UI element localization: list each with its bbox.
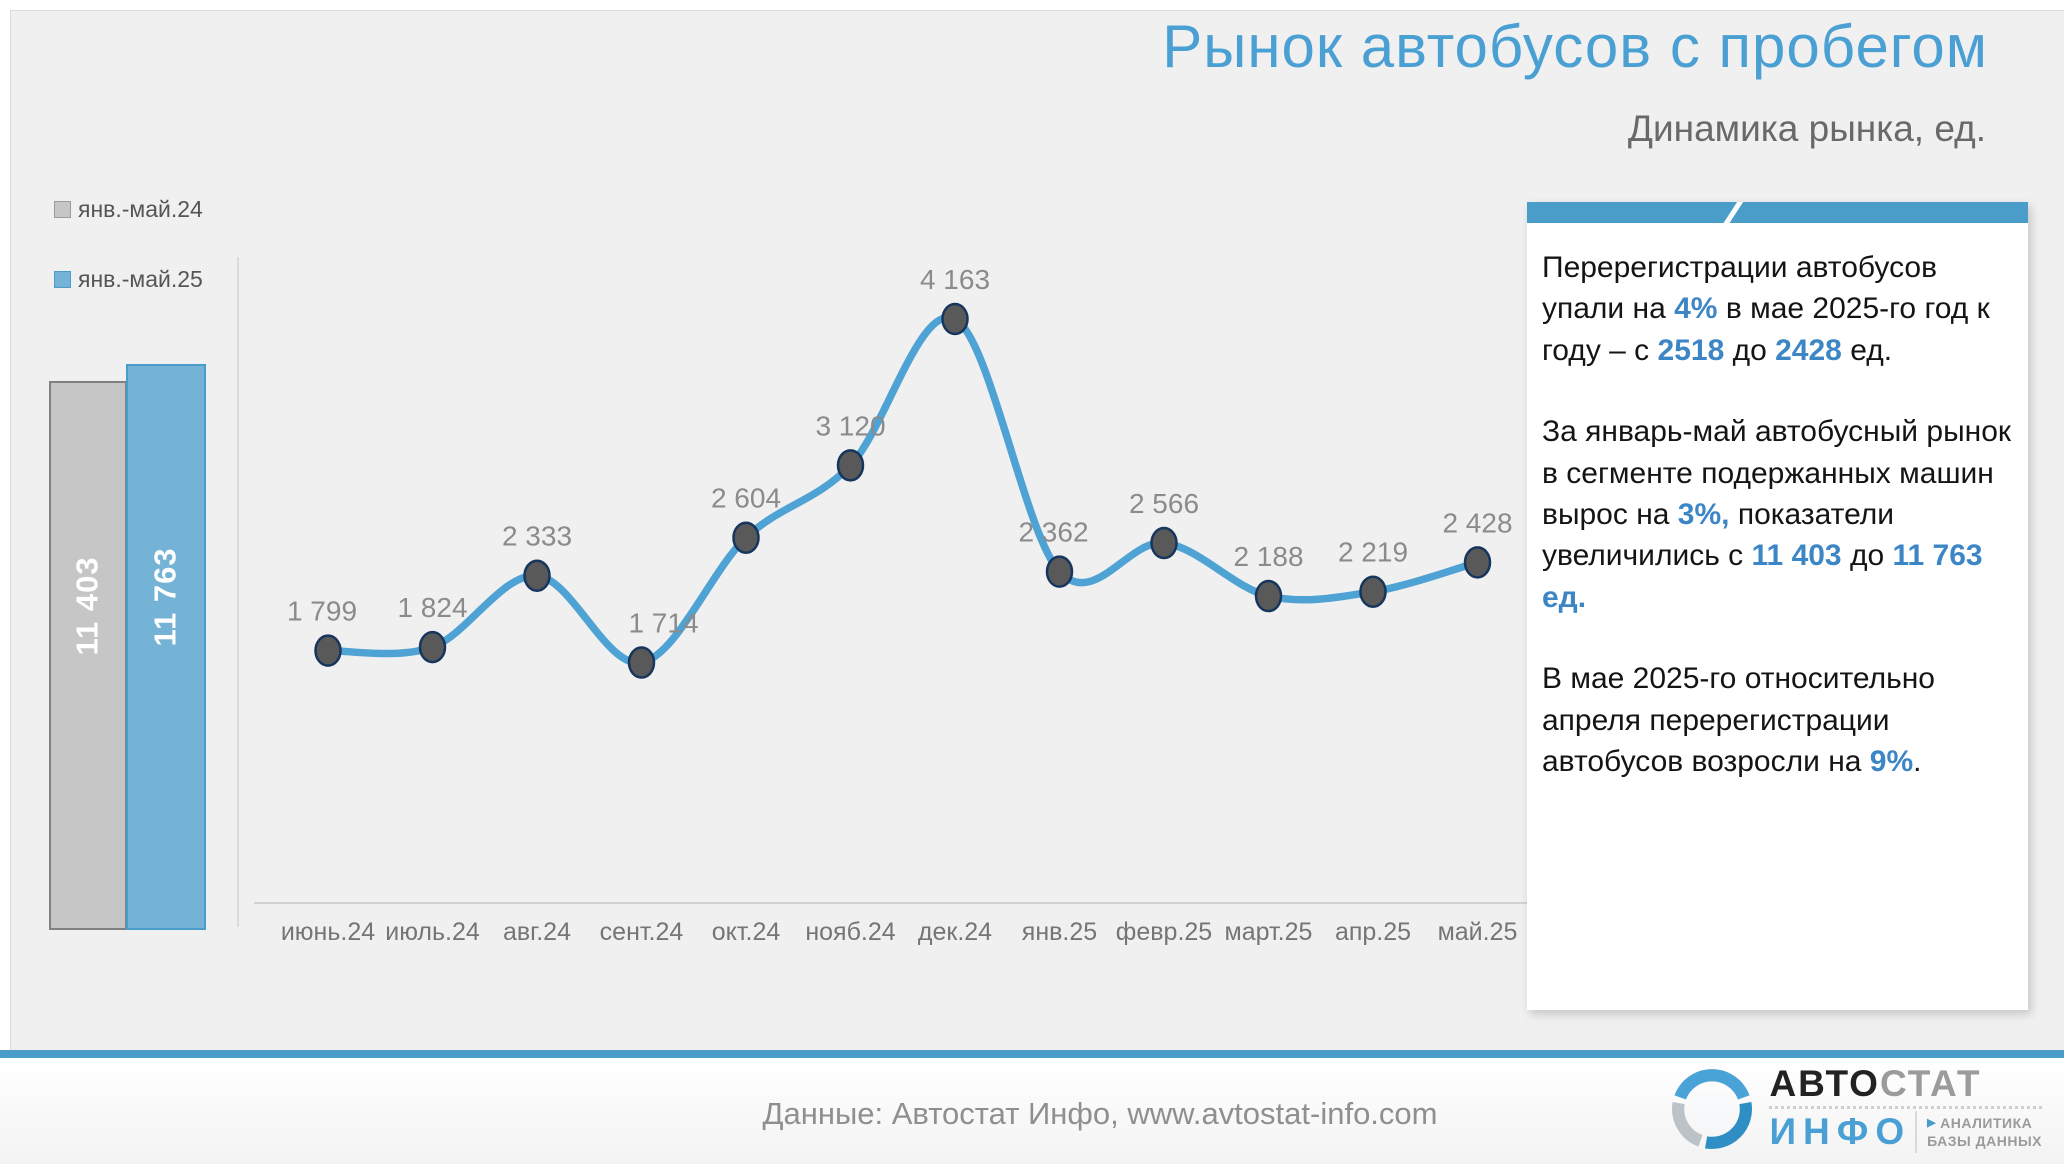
insight-text: Перерегистрации автобусов упали на 4% в … (1527, 223, 2028, 782)
svg-text:1 714: 1 714 (628, 608, 698, 639)
svg-text:2 333: 2 333 (502, 521, 572, 552)
svg-text:1 824: 1 824 (397, 592, 467, 623)
data-source-text: Данные: Автостат Инфо, www.avtostat-info… (762, 1096, 1438, 1131)
svg-text:2 188: 2 188 (1233, 541, 1303, 572)
legend-label: янв.-май.24 (78, 196, 203, 222)
svg-text:2 566: 2 566 (1129, 488, 1199, 519)
logo-tagline: ▶ АНАЛИТИКА БАЗЫ ДАННЫХ (1927, 1114, 2042, 1150)
svg-text:окт.24: окт.24 (712, 918, 781, 946)
avtostat-info-logo: АВТОСТАТ ИНФО ▶ АНАЛИТИКА БАЗЫ ДАННЫХ (1665, 1062, 2042, 1156)
bar-label-wrap: 11 763 (128, 366, 204, 828)
legend-label: янв.-май.25 (78, 266, 203, 292)
svg-text:авг.24: авг.24 (503, 918, 571, 946)
top-edge-line (10, 10, 2064, 11)
svg-text:дек.24: дек.24 (918, 918, 992, 946)
footer-divider (0, 1050, 2064, 1058)
svg-text:4 163: 4 163 (920, 264, 990, 295)
bar-2025-value: 11 763 (148, 547, 184, 647)
svg-text:1 799: 1 799 (287, 596, 357, 627)
svg-text:июнь.24: июнь.24 (281, 918, 375, 946)
logo-swirl-icon (1672, 1069, 1753, 1149)
insight-panel: Перерегистрации автобусов упали на 4% в … (1527, 202, 2028, 1010)
page-title: Рынок автобусов с пробегом (1162, 13, 1988, 80)
legend-item-2024: янв.-май.24 (54, 196, 203, 223)
svg-text:апр.25: апр.25 (1335, 918, 1411, 946)
left-edge-line (10, 10, 11, 1050)
play-icon: ▶ (1927, 1116, 1937, 1129)
svg-text:2 219: 2 219 (1338, 537, 1408, 568)
panel-header-bar (1527, 202, 2028, 223)
logo-brand: АВТОСТАТ (1769, 1062, 1982, 1104)
svg-text:3 120: 3 120 (815, 410, 885, 441)
logo-vertical-divider (1915, 1111, 1918, 1154)
bar-2024: 11 403 (49, 381, 127, 930)
insight-paragraph-3: В мае 2025-го относительно апреля перере… (1542, 662, 1935, 778)
svg-text:май.25: май.25 (1438, 918, 1518, 946)
logo-dotted-divider (1769, 1106, 2042, 1110)
svg-text:нояб.24: нояб.24 (805, 918, 895, 946)
logo-text: АВТОСТАТ ИНФО ▶ АНАЛИТИКА БАЗЫ ДАННЫХ (1769, 1062, 2042, 1154)
svg-text:янв.25: янв.25 (1022, 918, 1097, 946)
bar-2024-value: 11 403 (70, 555, 106, 656)
svg-text:июль.24: июль.24 (385, 918, 480, 946)
logo-info-label: ИНФО (1769, 1111, 1912, 1152)
panel-header-slash (1720, 202, 1746, 223)
svg-text:сент.24: сент.24 (600, 918, 684, 946)
legend-swatch-gray (54, 201, 71, 218)
svg-text:2 604: 2 604 (711, 483, 781, 514)
legend-item-2025: янв.-май.25 (54, 266, 203, 293)
page-subtitle: Динамика рынка, ед. (1627, 108, 1986, 149)
svg-text:2 362: 2 362 (1018, 517, 1088, 548)
svg-text:2 428: 2 428 (1442, 507, 1512, 538)
insight-paragraph-1: Перерегистрации автобусов упали на 4% в … (1542, 251, 1990, 367)
svg-text:февр.25: февр.25 (1116, 918, 1212, 946)
market-dynamics-line-chart: 1 799 июнь.24 1 824 июль.24 2 333 авг.24 1 714… (254, 264, 1542, 946)
chart-separator-line (237, 257, 239, 927)
svg-text:март.25: март.25 (1225, 918, 1313, 946)
bar-label-wrap: 11 403 (51, 383, 125, 828)
legend-swatch-blue (54, 271, 71, 288)
insight-paragraph-2: За январь-май автобусный рынок в сегмент… (1542, 415, 2012, 614)
logo-subbrand: ИНФО ▶ АНАЛИТИКА БАЗЫ ДАННЫХ (1769, 1111, 2042, 1154)
bar-2025: 11 763 (126, 364, 206, 930)
